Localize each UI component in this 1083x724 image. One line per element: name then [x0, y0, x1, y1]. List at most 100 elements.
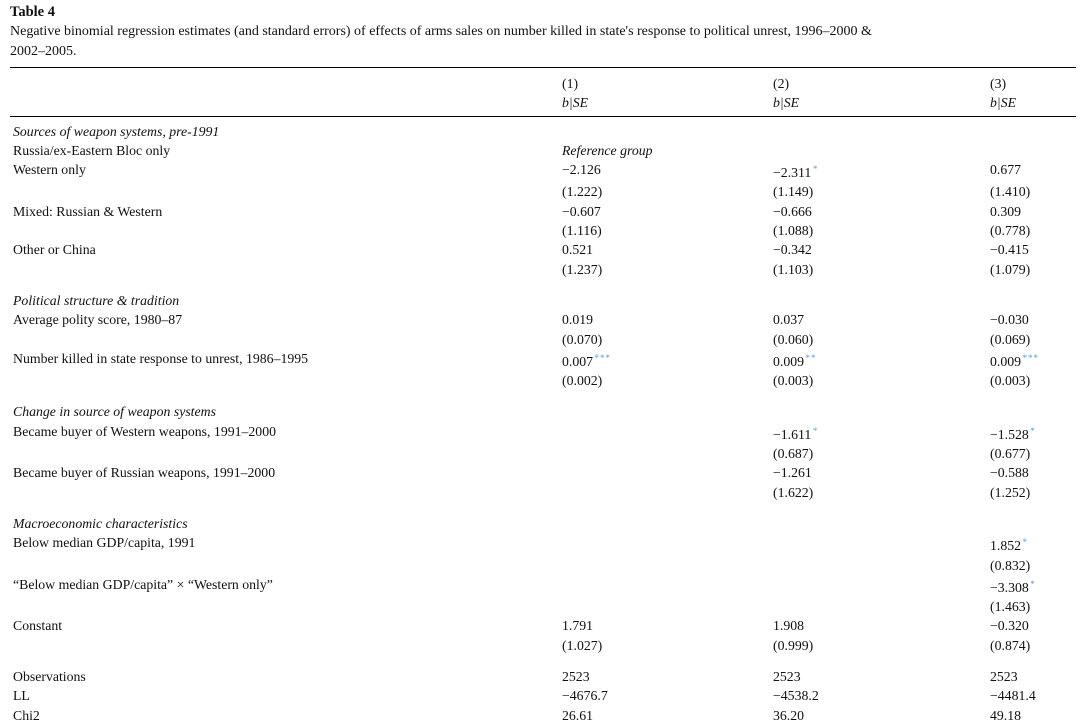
value-cell — [773, 575, 990, 597]
row-label — [10, 597, 562, 616]
row-label — [10, 260, 562, 279]
row-label: Became buyer of Western weapons, 1991–20… — [13, 423, 277, 439]
value-cell: (1.079) — [990, 261, 1031, 277]
value-cell: (0.002) — [562, 373, 603, 389]
section-header-row: Sources of weapon systems, pre-1991 — [10, 122, 1076, 141]
value-cell: −0.320 — [990, 618, 1029, 634]
table-row: Below median GDP/capita, 1991 1.852 * — [10, 533, 1076, 555]
table-row: Number killed in state response to unres… — [10, 349, 1076, 371]
value-cell — [562, 291, 773, 310]
value-cell: (0.999) — [773, 637, 814, 653]
table-row: Russia/ex-Eastern Bloc only Reference gro… — [10, 141, 1076, 160]
value-cell: 26.61 — [562, 707, 594, 723]
value-cell: −0.030 — [990, 312, 1029, 328]
value-cell: 0.521 — [562, 242, 594, 258]
regression-table: (1) b|SE (2) b|SE (3) b|SE Sources of we… — [10, 67, 1076, 724]
significance-stars: * — [812, 164, 819, 175]
model-bse-label: b|SE — [562, 95, 589, 111]
table-header-row: (1) b|SE (2) b|SE (3) b|SE — [10, 68, 1076, 117]
value-cell: (1.088) — [773, 223, 814, 239]
value-cell: −2.311 * — [773, 164, 819, 181]
significance-stars: ** — [805, 352, 817, 363]
row-label: Below median GDP/capita, 1991 — [13, 535, 196, 551]
table-row: Other or China 0.521 −0.342 −0.415 — [10, 240, 1076, 259]
model-bse-label: b|SE — [773, 95, 800, 111]
value-cell — [562, 422, 773, 444]
table-row: (1.622) (1.252) — [10, 483, 1076, 502]
value-cell: (0.060) — [773, 331, 814, 347]
value-cell: 49.18 — [990, 707, 1022, 723]
value-cell — [562, 597, 773, 616]
section-header-row: Political structure & tradition — [10, 291, 1076, 310]
table-subtitle: Negative binomial regression estimates (… — [10, 22, 1077, 61]
table-row: (1.116) (1.088) (0.778) — [10, 221, 1076, 240]
row-label: Chi2 — [13, 707, 40, 723]
row-label: Constant — [13, 618, 63, 634]
table-row: Chi2 26.61 36.20 49.18 — [10, 706, 1076, 724]
value-cell: −4538.2 — [773, 688, 819, 704]
row-label — [10, 556, 562, 575]
value-cell — [990, 402, 1076, 421]
value-cell — [773, 556, 990, 575]
row-label: “Below median GDP/capita” × “Western onl… — [13, 576, 273, 592]
table-row: Became buyer of Russian weapons, 1991–20… — [10, 463, 1076, 482]
value-cell: (1.622) — [773, 484, 814, 500]
value-cell: (0.003) — [773, 373, 814, 389]
value-cell: −1.528 * — [990, 425, 1036, 442]
row-spacer — [10, 390, 1076, 402]
table-row: Became buyer of Western weapons, 1991–20… — [10, 422, 1076, 444]
row-label: Other or China — [13, 242, 96, 258]
row-label: Change in source of weapon systems — [13, 404, 216, 420]
value-cell — [773, 597, 990, 616]
value-cell: −0.666 — [773, 203, 812, 219]
value-cell — [562, 514, 773, 533]
row-label — [10, 444, 562, 463]
model-bse-label: b|SE — [990, 95, 1017, 111]
value-cell: (1.149) — [773, 184, 814, 200]
row-label — [10, 483, 562, 502]
value-cell: −0.607 — [562, 203, 601, 219]
value-cell: (0.874) — [990, 637, 1031, 653]
row-label: Became buyer of Russian weapons, 1991–20… — [13, 465, 276, 481]
value-cell — [562, 575, 773, 597]
row-label: Number killed in state response to unres… — [13, 350, 309, 366]
value-cell: (1.027) — [562, 637, 603, 653]
value-cell: (0.832) — [990, 557, 1031, 573]
section-header-row: Macroeconomic characteristics — [10, 514, 1076, 533]
row-spacer — [10, 279, 1076, 291]
table-row: (0.002) (0.003) (0.003) — [10, 371, 1076, 390]
value-cell: −4481.4 — [990, 688, 1036, 704]
value-cell: (1.116) — [562, 223, 602, 239]
header-model-1: (1) b|SE — [562, 74, 773, 113]
value-cell: 1.791 — [562, 618, 594, 634]
value-cell: 0.009 ** — [773, 352, 817, 369]
row-label: Russia/ex-Eastern Bloc only — [13, 142, 171, 158]
header-model-3: (3) b|SE — [990, 74, 1076, 113]
row-spacer — [10, 502, 1076, 514]
value-cell: (1.103) — [773, 261, 814, 277]
table-caption: Table 4 Negative binomial regression est… — [10, 2, 1077, 61]
value-cell — [562, 483, 773, 502]
value-cell — [773, 533, 990, 555]
table-row: LL −4676.7 −4538.2 −4481.4 — [10, 686, 1076, 705]
value-cell — [990, 122, 1076, 141]
value-cell — [562, 122, 773, 141]
value-cell: 0.009 *** — [990, 352, 1040, 369]
table-row: Western only −2.126 −2.311 * 0.677 — [10, 160, 1076, 182]
value-cell: −0.342 — [773, 242, 812, 258]
table-row: (0.832) — [10, 556, 1076, 575]
row-label — [10, 636, 562, 655]
value-cell: (0.003) — [990, 373, 1031, 389]
value-cell: −3.308 * — [990, 578, 1036, 595]
row-label: Western only — [13, 162, 86, 178]
value-cell: −1.611 * — [773, 425, 819, 442]
value-cell: 0.309 — [990, 203, 1022, 219]
value-cell: −2.126 — [562, 162, 601, 178]
value-cell: (0.778) — [990, 223, 1031, 239]
table-row: (1.463) — [10, 597, 1076, 616]
value-cell: 2523 — [562, 669, 590, 685]
model-number: (2) — [773, 76, 790, 91]
table-row: “Below median GDP/capita” × “Western onl… — [10, 575, 1076, 597]
value-cell — [773, 514, 990, 533]
